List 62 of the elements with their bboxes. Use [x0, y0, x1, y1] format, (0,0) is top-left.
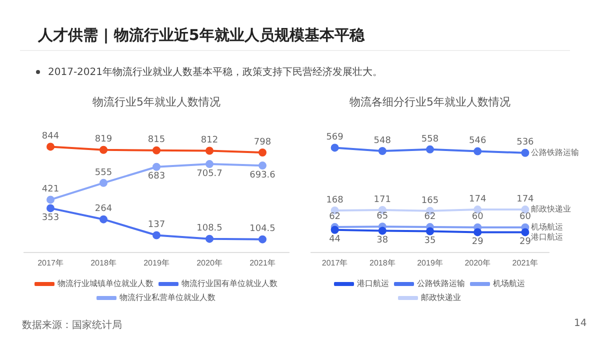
text: 邮政快递业	[531, 204, 572, 214]
text: 人才供需 | 物流行业近5年就业人员规模基本平稳	[38, 26, 364, 45]
text: 公路铁路运输	[531, 148, 580, 157]
legend-label: 公路铁路运输	[417, 279, 465, 288]
x-tick-label: 2020年	[196, 258, 222, 268]
data-label: 546	[469, 136, 486, 146]
data-label: 815	[148, 135, 166, 146]
x-tick-label: 2018年	[370, 258, 396, 268]
data-label: 353	[42, 213, 60, 224]
data-label: 62	[329, 212, 341, 222]
data-label: 819	[94, 134, 112, 145]
x-tick-label: 2017年	[322, 258, 348, 268]
data-label: 104.5	[250, 224, 276, 234]
data-label: 536	[516, 138, 534, 148]
data-label: 421	[42, 184, 60, 195]
x-tick-label: 2020年	[464, 258, 490, 268]
source-note: 数据来源：国家统计局	[22, 318, 122, 332]
chart-title: 物流行业5年就业人数情况	[92, 95, 220, 108]
data-label: 108.5	[196, 224, 222, 234]
data-label: 44	[329, 234, 341, 245]
data-label: 174	[469, 194, 486, 204]
legend-label: 港口航运	[357, 279, 389, 288]
data-label: 569	[326, 132, 344, 143]
legend-label: 邮政快递业	[421, 293, 461, 302]
data-label: 171	[374, 194, 391, 205]
legend-label: 物流行业私营单位就业人数	[120, 293, 216, 302]
data-label: 137	[148, 220, 166, 230]
data-label: 35	[424, 236, 436, 246]
data-label: 555	[94, 168, 112, 178]
data-label: 62	[424, 212, 436, 222]
data-label: 548	[374, 136, 392, 146]
chart-title: 物流各细分行业5年就业人数情况	[350, 95, 510, 108]
data-label: 29	[519, 237, 532, 248]
data-label: 812	[200, 136, 218, 146]
x-tick-label: 2021年	[512, 258, 538, 268]
data-label: 60	[519, 212, 532, 222]
data-label: 29	[472, 237, 484, 248]
text: 14	[574, 318, 587, 329]
data-label: 693.6	[250, 170, 276, 180]
x-tick-label: 2021年	[250, 258, 276, 268]
text: 港口航运	[531, 232, 564, 242]
data-label: 38	[376, 236, 388, 246]
data-label: 683	[148, 172, 166, 182]
legend-label: 物流行业城镇单位就业人数	[58, 279, 154, 288]
text: 机场航运	[531, 222, 564, 232]
data-label: 264	[94, 204, 112, 214]
data-label: 558	[421, 134, 439, 144]
x-tick-label: 2019年	[417, 258, 443, 268]
x-tick-label: 2017年	[38, 258, 64, 268]
data-label: 844	[42, 132, 60, 142]
legend-label: 机场航运	[493, 279, 525, 288]
data-label: 705.7	[196, 168, 222, 179]
text: 2017-2021年物流行业就业人数基本平稳，政策支持下民营经济发展壮大。	[48, 66, 383, 79]
data-label: 165	[421, 196, 439, 206]
legend-label: 物流行业国有单位就业人数	[182, 279, 278, 288]
x-tick-label: 2018年	[90, 258, 116, 268]
data-label: 174	[516, 194, 534, 204]
x-tick-label: 2019年	[144, 258, 170, 268]
data-label: 798	[254, 137, 272, 148]
data-label: 65	[376, 211, 388, 222]
data-label: 168	[326, 195, 344, 206]
data-label: 60	[472, 212, 484, 222]
